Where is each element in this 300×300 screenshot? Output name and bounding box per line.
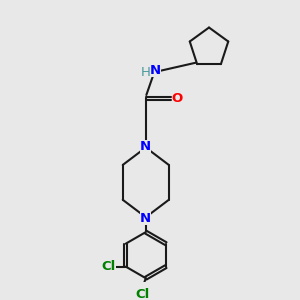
Text: H: H: [140, 66, 150, 79]
Text: Cl: Cl: [135, 288, 149, 300]
Text: N: N: [150, 64, 161, 77]
Text: N: N: [140, 140, 151, 153]
Text: O: O: [172, 92, 183, 105]
Text: Cl: Cl: [102, 260, 116, 273]
Text: N: N: [140, 212, 151, 225]
